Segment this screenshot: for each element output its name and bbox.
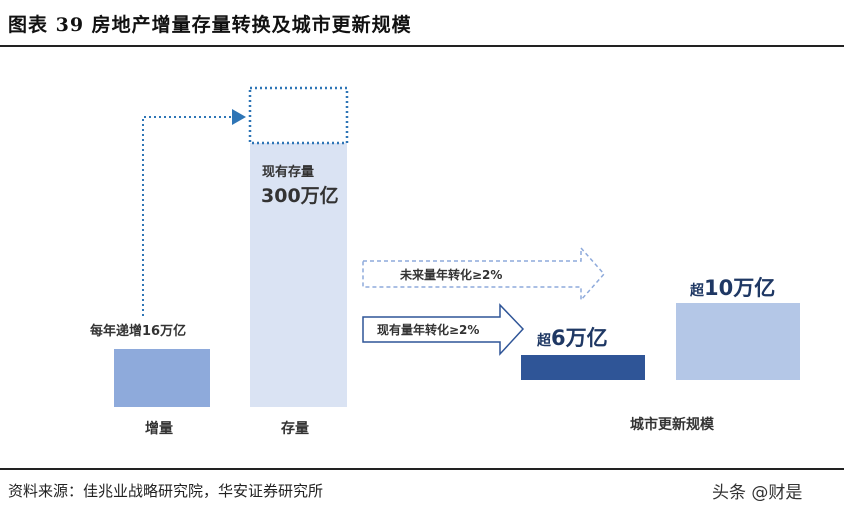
stock-value-label: 300万亿 bbox=[261, 185, 339, 207]
increment-bar bbox=[114, 349, 210, 407]
future-conversion-arrow bbox=[362, 246, 606, 302]
title-divider bbox=[0, 45, 844, 47]
watermark: 头条 @财是 bbox=[712, 483, 803, 503]
increment-to-stock-connector bbox=[142, 109, 246, 316]
over-10-prefix: 超 bbox=[690, 283, 704, 299]
over-10-bar bbox=[676, 303, 800, 380]
current-arrow-label: 现有量年转化≥2% bbox=[377, 323, 480, 337]
over-6-bar bbox=[521, 355, 645, 380]
x-label-stock: 存量 bbox=[281, 421, 309, 437]
stock-bar bbox=[250, 143, 347, 407]
source-note: 资料来源：佳兆业战略研究院，华安证券研究所 bbox=[8, 482, 324, 500]
page-title: 图表 39 房地产增量存量转换及城市更新规模 bbox=[8, 14, 412, 36]
x-label-increment: 增量 bbox=[145, 421, 173, 437]
future-arrow-label: 未来量年转化≥2% bbox=[400, 268, 503, 282]
over-6-prefix: 超 bbox=[537, 333, 551, 349]
x-label-urban: 城市更新规模 bbox=[630, 417, 714, 433]
over-6-value: 6万亿 bbox=[551, 326, 608, 350]
current-conversion-arrow bbox=[362, 303, 525, 356]
over-10-value: 10万亿 bbox=[704, 276, 776, 300]
increment-annual-label: 每年递增16万亿 bbox=[90, 320, 186, 339]
stock-dotted-box bbox=[248, 86, 349, 145]
source-divider bbox=[0, 468, 844, 470]
over-6-label: 超6万亿 bbox=[537, 322, 608, 352]
increment-annual-text: 每年递增16万亿 bbox=[90, 324, 187, 339]
stock-prefix-label: 现有存量 bbox=[262, 165, 315, 180]
over-10-label: 超10万亿 bbox=[690, 272, 775, 302]
